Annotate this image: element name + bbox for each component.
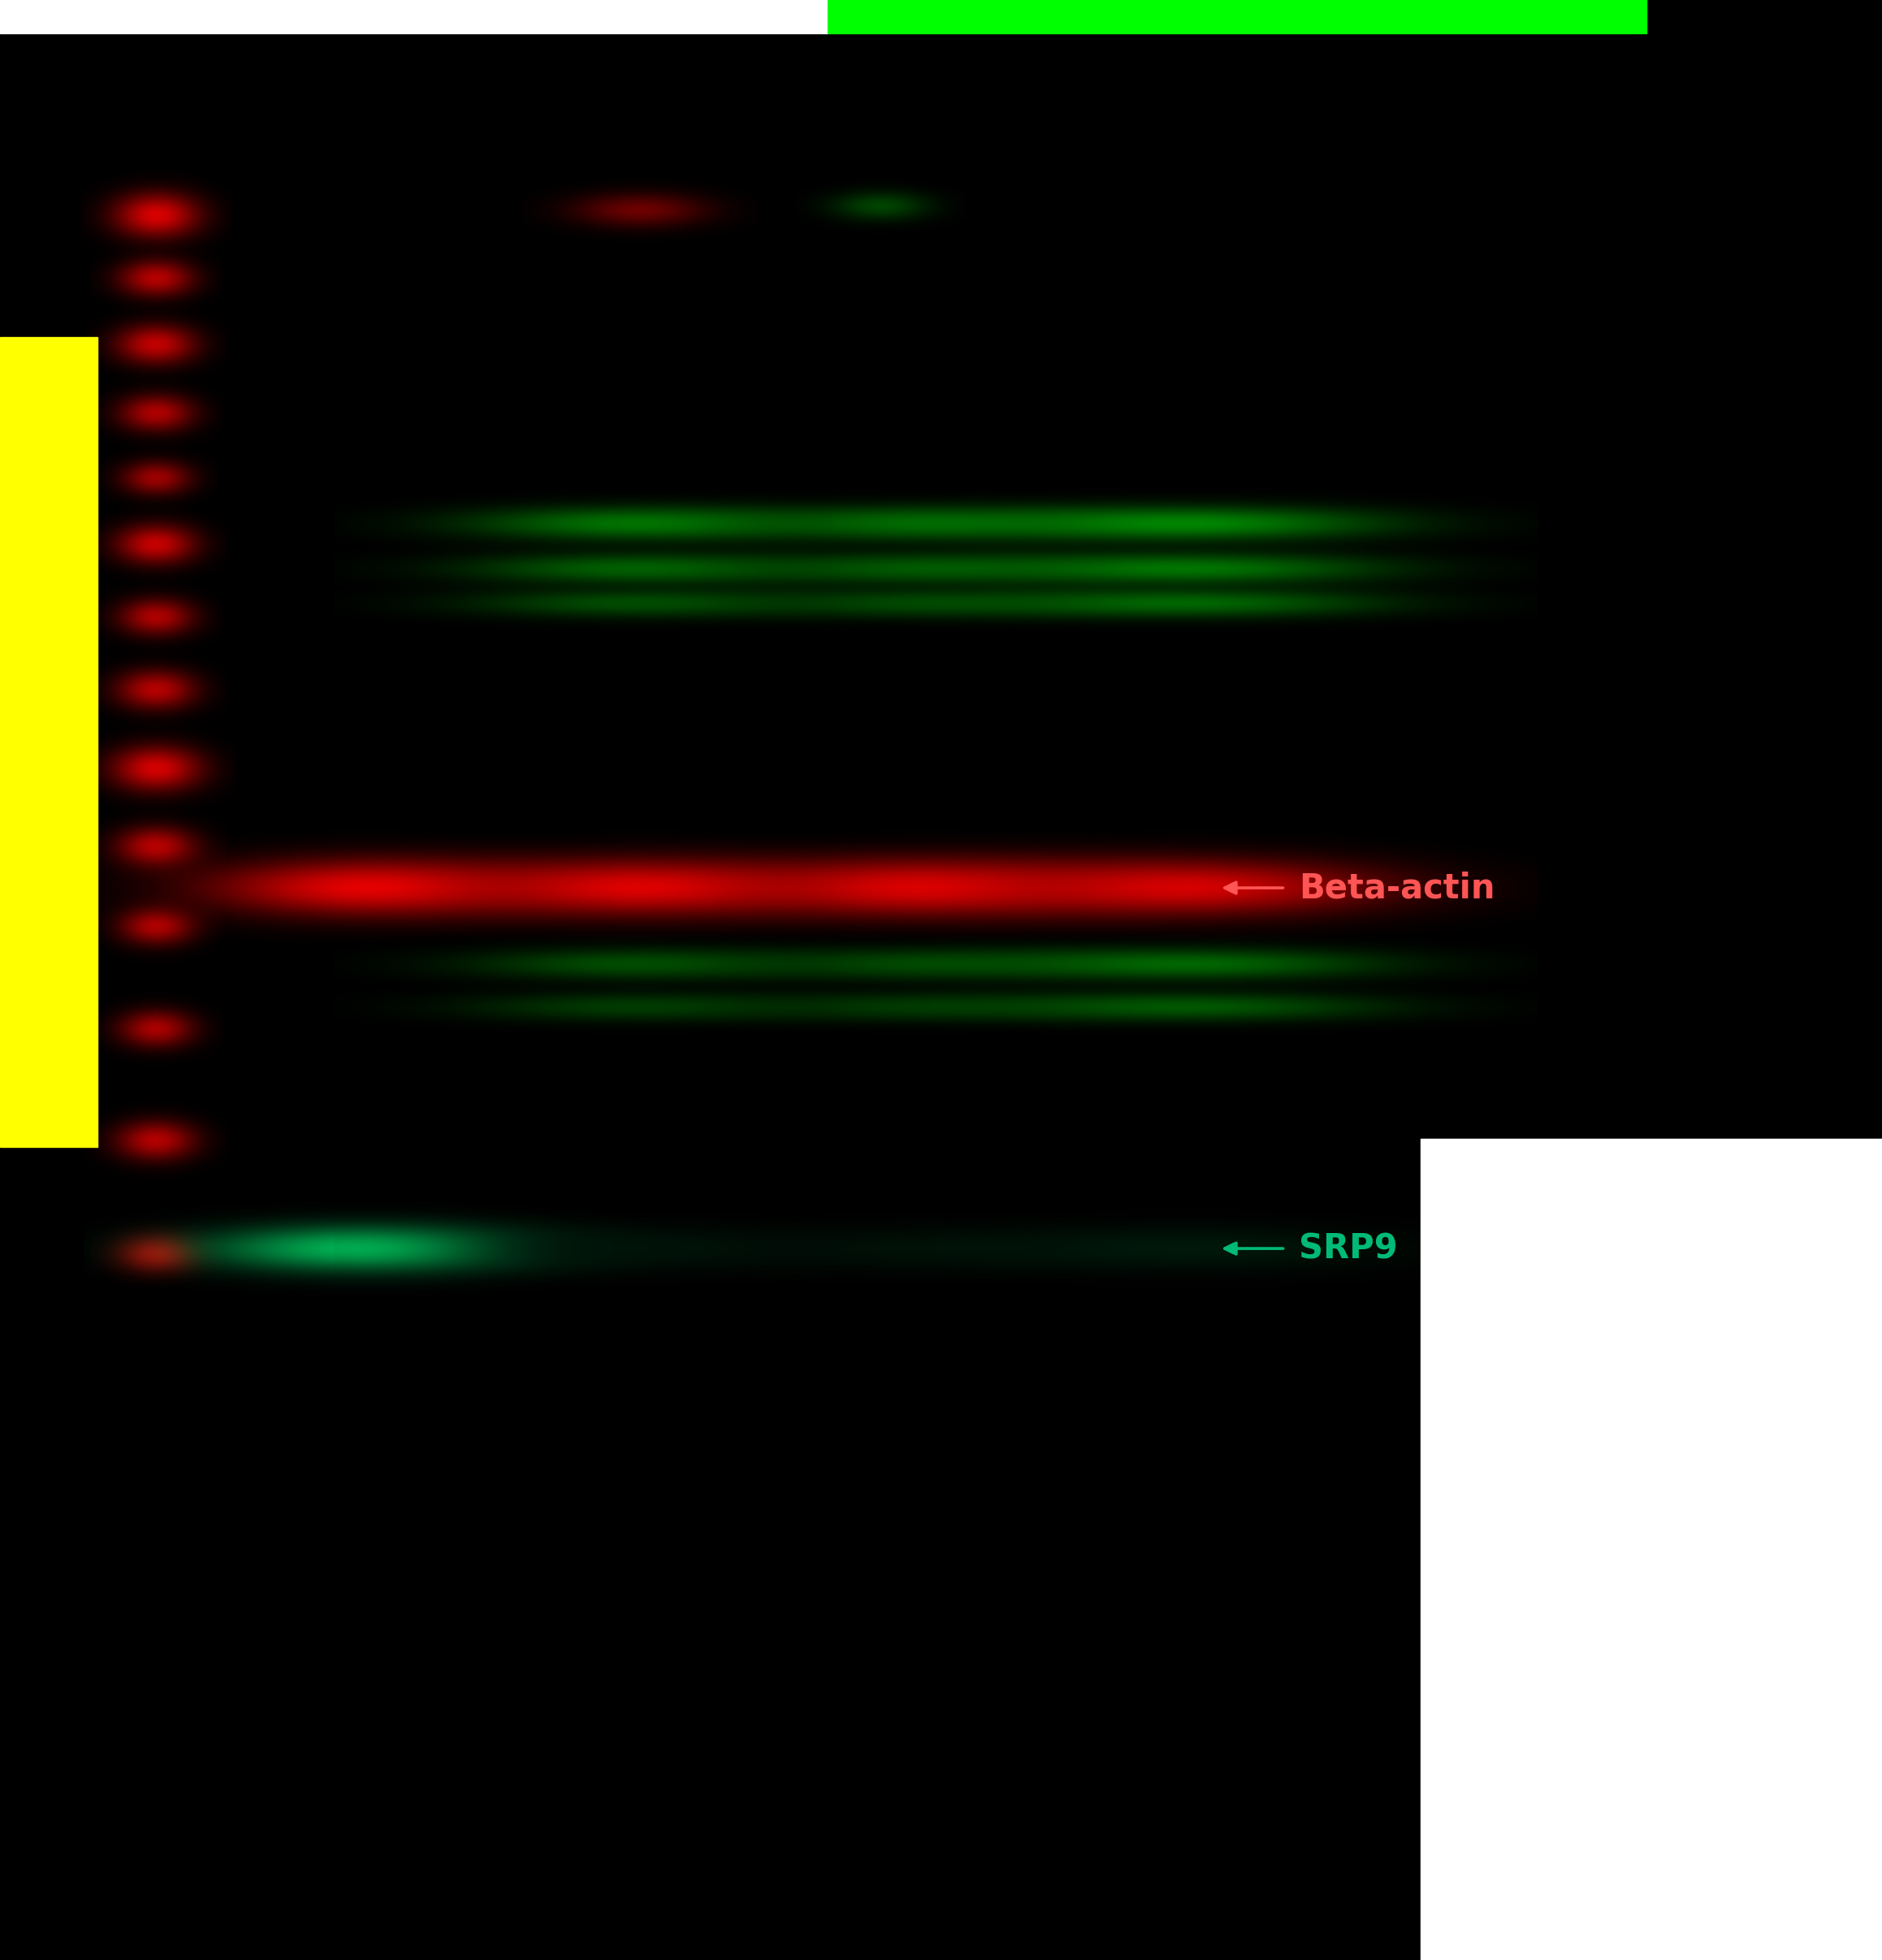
Text: SRP9: SRP9 (1299, 1231, 1396, 1266)
Bar (0, 0, 828, 33)
Text: Beta-actin: Beta-actin (1299, 870, 1494, 906)
Bar (1421, 1139, 1882, 1960)
Bar (0, 337, 98, 1147)
Bar (828, 0, 1647, 33)
